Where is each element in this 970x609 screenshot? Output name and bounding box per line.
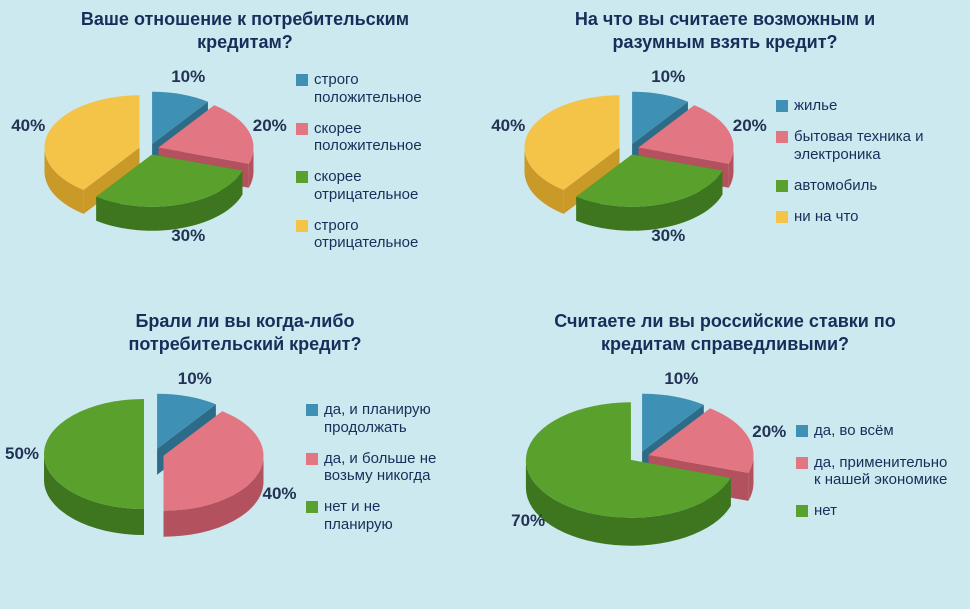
chart-panel: Брали ли вы когда-либо потребительский к… (10, 310, 480, 600)
pie-svg (490, 355, 788, 587)
chart-row: 10%20%70% да, во всём да, применительно к … (490, 355, 960, 587)
pie-chart: 10%20%30%40% (490, 53, 768, 270)
legend-swatch (296, 220, 308, 232)
pie-svg (10, 53, 288, 270)
legend-item: строго отрицательное (296, 217, 422, 252)
chart-title: Считаете ли вы российские ставки по кред… (554, 310, 896, 355)
pie-chart: 10%20%70% (490, 355, 788, 587)
legend-swatch (306, 501, 318, 513)
chart-row: 10%20%30%40% жилье бытовая техника и элект… (490, 53, 960, 270)
legend-label: нет и не планирую (324, 498, 393, 533)
chart-row: 10%40%50%да, и планирую продолжатьда, и … (10, 355, 480, 579)
legend-item: жилье (776, 97, 924, 114)
pie-svg (490, 53, 768, 270)
legend-label: бытовая техника и электроника (794, 128, 924, 163)
pie-chart: 10%20%30%40% (10, 53, 288, 270)
legend: строго положительное скорее положительное… (296, 71, 422, 251)
chart-row: 10%20%30%40% строго положительное скорее п… (10, 53, 480, 270)
legend-swatch (296, 123, 308, 135)
legend-label: автомобиль (794, 177, 877, 194)
legend-label: да, во всём (814, 422, 894, 439)
chart-title: На что вы считаете возможным и разумным … (575, 8, 875, 53)
legend: да, и планирую продолжать да, и больше не… (306, 401, 436, 533)
legend-item: строго положительное (296, 71, 422, 106)
legend-label: нет (814, 502, 837, 519)
legend-item: да, и планирую продолжать (306, 401, 436, 436)
legend-swatch (776, 131, 788, 143)
legend-swatch (776, 211, 788, 223)
legend-item: да, применительно к нашей экономике (796, 454, 947, 489)
legend-item: бытовая техника и электроника (776, 128, 924, 163)
legend-swatch (296, 74, 308, 86)
legend-label: скорее отрицательное (314, 168, 418, 203)
chart-panel: Считаете ли вы российские ставки по кред… (490, 310, 960, 600)
legend-label: ни на что (794, 208, 858, 225)
legend-label: да, и планирую продолжать (324, 401, 431, 436)
legend-item: автомобиль (776, 177, 924, 194)
legend-swatch (306, 453, 318, 465)
legend-swatch (306, 404, 318, 416)
pie-svg (10, 355, 298, 579)
legend-label: строго положительное (314, 71, 422, 106)
legend-swatch (296, 171, 308, 183)
chart-panel: Ваше отношение к потребительским кредита… (10, 8, 480, 298)
legend-swatch (796, 457, 808, 469)
legend-item: нет (796, 502, 947, 519)
legend-label: да, применительно к нашей экономике (814, 454, 947, 489)
legend-swatch (796, 425, 808, 437)
chart-title: Брали ли вы когда-либо потребительский к… (129, 310, 362, 355)
legend-item: да, во всём (796, 422, 947, 439)
legend-item: скорее положительное (296, 120, 422, 155)
legend-item: скорее отрицательное (296, 168, 422, 203)
legend-label: жилье (794, 97, 837, 114)
legend: да, во всём да, применительно к нашей эко… (796, 422, 947, 519)
legend-item: ни на что (776, 208, 924, 225)
pie-chart: 10%40%50% (10, 355, 298, 579)
legend-swatch (796, 505, 808, 517)
legend-item: нет и не планирую (306, 498, 436, 533)
legend: жилье бытовая техника и электроника автомо… (776, 97, 924, 225)
legend-label: да, и больше не возьму никогда (324, 450, 436, 485)
legend-item: да, и больше не возьму никогда (306, 450, 436, 485)
legend-swatch (776, 180, 788, 192)
legend-swatch (776, 100, 788, 112)
chart-panel: На что вы считаете возможным и разумным … (490, 8, 960, 298)
chart-title: Ваше отношение к потребительским кредита… (81, 8, 409, 53)
legend-label: строго отрицательное (314, 217, 418, 252)
legend-label: скорее положительное (314, 120, 422, 155)
